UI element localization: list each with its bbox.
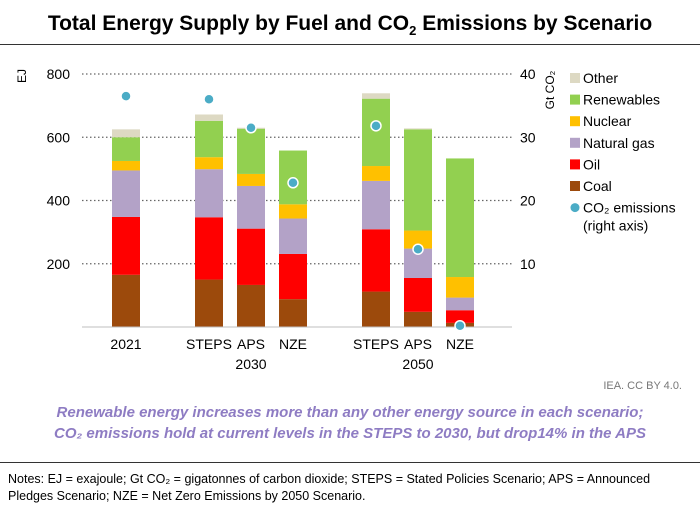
legend-label: Natural gas — [583, 135, 655, 151]
bar-segment-oil — [279, 253, 307, 300]
bar-segment-renewables — [237, 128, 265, 174]
x-tick-label: NZE — [279, 336, 307, 352]
chart-caption: Renewable energy increases more than any… — [0, 402, 700, 444]
bar-segment-oil — [404, 277, 432, 312]
bar-segment-natural-gas — [237, 185, 265, 229]
bar-segment-natural-gas — [279, 218, 307, 254]
bar-segment-renewables — [404, 129, 432, 231]
bar-segment-natural-gas — [195, 169, 223, 218]
bar-segment-nuclear — [112, 160, 140, 171]
y2-tick-label: 20 — [520, 193, 536, 209]
bar-segment-oil — [362, 229, 390, 292]
bar-segment-coal — [112, 274, 140, 327]
bar-segment-coal — [195, 279, 223, 327]
title-main: Total Energy Supply by Fuel and CO — [47, 12, 410, 35]
legend-swatch — [570, 159, 580, 170]
legend-label: CO₂ emissions — [583, 200, 676, 216]
notes-rule — [0, 462, 700, 463]
legend-swatch — [570, 116, 580, 127]
co2-point — [120, 90, 132, 102]
bar-segment-coal — [279, 299, 307, 327]
y-tick-label: 800 — [47, 66, 71, 82]
bar-segment-nuclear — [404, 230, 432, 249]
bar-segment-nuclear — [195, 157, 223, 170]
legend-swatch — [570, 137, 580, 148]
caption-line-1: Renewable energy increases more than any… — [56, 404, 644, 421]
bar-segment-coal — [237, 284, 265, 327]
y2-tick-label: 40 — [520, 66, 536, 82]
y2-tick-label: 10 — [520, 256, 536, 272]
bar-segment-natural-gas — [362, 180, 390, 230]
legend-label: Renewables — [583, 92, 660, 108]
legend-swatch — [570, 73, 580, 83]
x-tick-label: APS — [237, 336, 265, 352]
y-axis-title: EJ — [15, 69, 29, 83]
bar-segment-renewables — [195, 120, 223, 158]
bar-segment-natural-gas — [446, 297, 474, 311]
bar-segment-other — [362, 93, 390, 99]
legend-label: (right axis) — [583, 218, 648, 234]
y2-axis-title: Gt CO₂ — [543, 70, 557, 109]
x-tick-label: 2021 — [110, 336, 141, 352]
bar-segment-nuclear — [237, 173, 265, 186]
bar-segment-renewables — [112, 137, 140, 161]
x-group-label: 2030 — [235, 356, 266, 372]
legend-swatch — [570, 94, 580, 105]
legend-label: Oil — [583, 156, 600, 172]
bar-segment-oil — [195, 217, 223, 280]
x-tick-label: STEPS — [186, 336, 232, 352]
bar-segment-nuclear — [446, 277, 474, 298]
co2-point — [370, 120, 382, 132]
bar-segment-coal — [362, 291, 390, 327]
chart-title: Total Energy Supply by Fuel and CO2 Emis… — [0, 12, 700, 38]
title-rule — [0, 44, 700, 45]
bar-segment-other — [112, 129, 140, 138]
x-group-label: 2050 — [402, 356, 433, 372]
bar-segment-oil — [446, 310, 474, 323]
caption-line-2: CO₂ emissions hold at current levels in … — [54, 425, 646, 442]
legend-marker — [570, 203, 580, 213]
x-tick-label: STEPS — [353, 336, 399, 352]
co2-point — [412, 243, 424, 255]
bar-segment-natural-gas — [112, 170, 140, 217]
chart-notes: Notes: EJ = exajoule; Gt CO₂ = gigatonne… — [8, 472, 651, 503]
legend-swatch — [570, 181, 580, 191]
bar-segment-nuclear — [362, 166, 390, 181]
co2-point — [454, 319, 466, 332]
co2-point — [287, 177, 299, 189]
y-tick-label: 200 — [47, 256, 71, 272]
co2-point — [203, 93, 215, 106]
co2-point — [245, 122, 257, 134]
title-tail: Emissions by Scenario — [416, 12, 653, 35]
title-subscript: 2 — [409, 23, 417, 39]
bar-segment-coal — [404, 311, 432, 327]
legend-label: Other — [583, 70, 618, 86]
bar-segment-other — [404, 128, 432, 130]
y-tick-label: 600 — [47, 129, 71, 145]
bar-segment-renewables — [446, 158, 474, 278]
y2-tick-label: 30 — [520, 129, 536, 145]
x-tick-label: APS — [404, 336, 432, 352]
legend-label: Coal — [583, 178, 612, 194]
bar-segment-renewables — [362, 98, 390, 167]
legend-label: Nuclear — [583, 113, 632, 129]
bar-segment-oil — [237, 228, 265, 285]
x-tick-label: NZE — [446, 336, 474, 352]
bar-segment-oil — [112, 216, 140, 275]
source-credit: IEA. CC BY 4.0. — [603, 380, 682, 392]
bar-segment-other — [195, 114, 223, 121]
bar-segment-nuclear — [279, 204, 307, 219]
y-tick-label: 400 — [47, 193, 71, 209]
